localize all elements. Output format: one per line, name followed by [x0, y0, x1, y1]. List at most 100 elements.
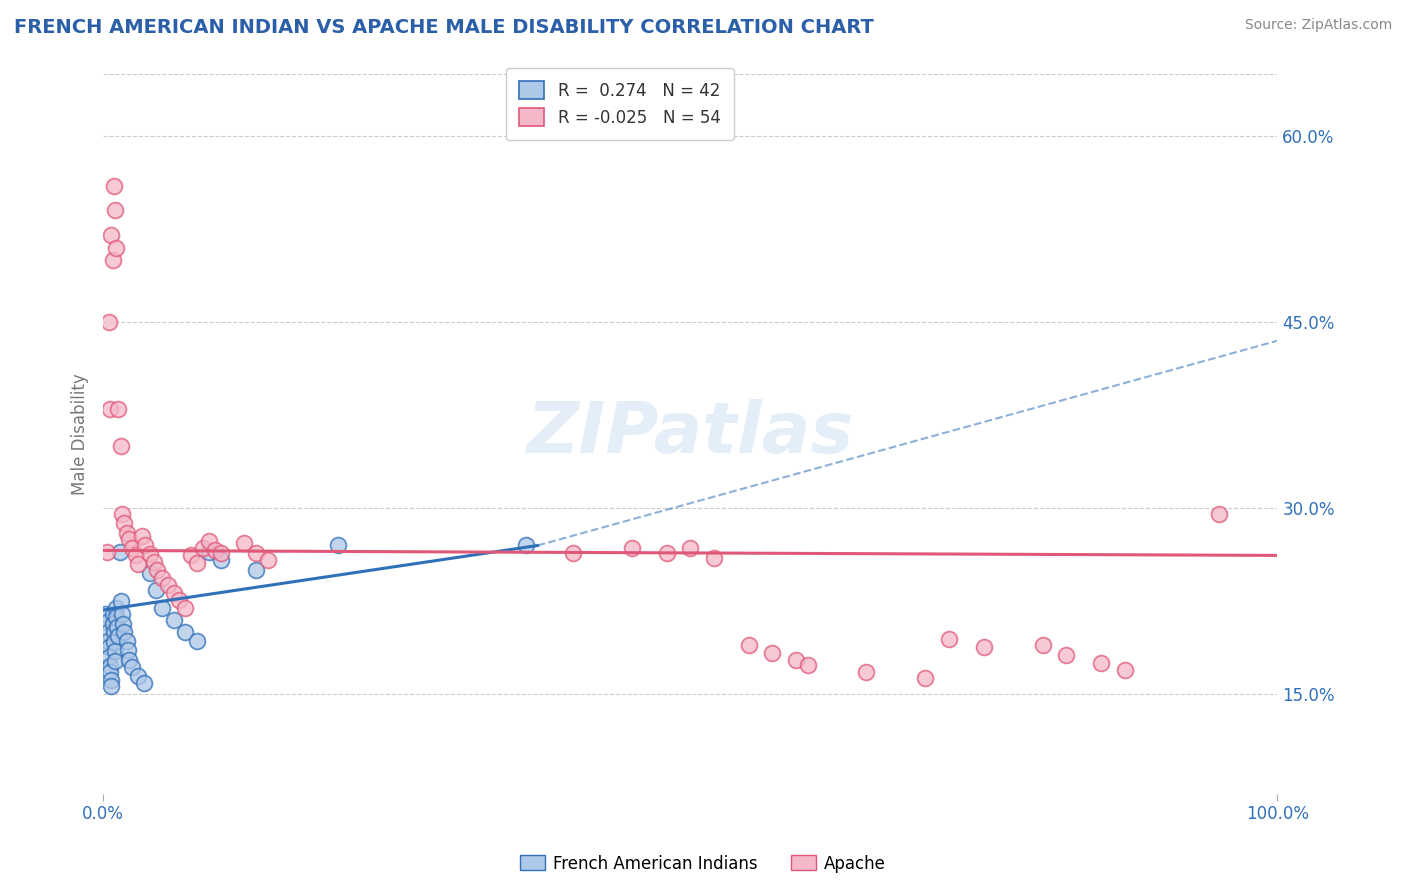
Point [100, 679, 122, 693]
Point [118, 533, 141, 547]
Point [209, 546, 232, 560]
Point [98, 315, 121, 329]
Point [96, 544, 118, 558]
Point [156, 578, 179, 592]
Point [104, 644, 127, 658]
Point [100, 673, 122, 687]
Point [127, 557, 149, 571]
Point [256, 553, 278, 567]
Point [112, 516, 135, 530]
Point [111, 607, 134, 621]
Text: FRENCH AMERICAN INDIAN VS APACHE MALE DISABILITY CORRELATION CHART: FRENCH AMERICAN INDIAN VS APACHE MALE DI… [14, 18, 875, 37]
Point [112, 625, 135, 640]
Point [785, 653, 807, 667]
Point [98, 658, 121, 673]
Point [191, 541, 214, 555]
Point [108, 544, 131, 558]
Point [655, 546, 678, 560]
Point [1090, 657, 1112, 671]
Point [103, 635, 125, 649]
Point [105, 600, 128, 615]
Point [855, 665, 877, 679]
Point [1054, 648, 1077, 662]
Point [186, 634, 208, 648]
Point [100, 228, 122, 243]
Point [121, 541, 143, 555]
Point [1031, 638, 1053, 652]
Point [245, 546, 267, 560]
Point [245, 563, 267, 577]
Point [98, 650, 121, 665]
Point [103, 178, 125, 193]
Point [938, 632, 960, 646]
Point [1114, 663, 1136, 677]
Point [98, 401, 121, 416]
Point [180, 549, 202, 563]
Point [796, 657, 818, 672]
Point [98, 665, 121, 679]
Point [110, 594, 132, 608]
Point [162, 585, 184, 599]
Point [96, 615, 118, 630]
Point [117, 642, 139, 657]
Point [174, 625, 197, 640]
Point [97, 634, 120, 648]
Point [94, 607, 117, 621]
Point [204, 543, 226, 558]
Point [174, 600, 197, 615]
Point [198, 533, 221, 548]
Point [169, 593, 191, 607]
Point [105, 610, 128, 624]
Point [209, 553, 232, 567]
Point [620, 541, 643, 555]
Point [150, 571, 173, 585]
Point [98, 640, 121, 655]
Point [115, 526, 138, 541]
Point [101, 607, 124, 621]
Point [115, 634, 138, 648]
Point [134, 539, 156, 553]
Point [679, 541, 702, 555]
Point [738, 638, 761, 652]
Legend: French American Indians, Apache: French American Indians, Apache [513, 848, 893, 880]
Point [131, 528, 153, 542]
Point [162, 613, 184, 627]
Point [110, 439, 132, 453]
Point [101, 616, 124, 631]
Point [107, 401, 129, 416]
Point [118, 653, 141, 667]
Point [186, 556, 208, 570]
Point [761, 647, 783, 661]
Legend: R =  0.274   N = 42, R = -0.025   N = 54: R = 0.274 N = 42, R = -0.025 N = 54 [506, 68, 734, 140]
Point [1208, 508, 1230, 522]
Y-axis label: Male Disability: Male Disability [72, 373, 89, 495]
Point [107, 629, 129, 643]
Point [198, 544, 221, 558]
Point [233, 536, 256, 550]
Point [97, 625, 120, 640]
Point [145, 583, 167, 598]
Point [326, 539, 349, 553]
Point [973, 640, 995, 655]
Point [139, 566, 162, 580]
Point [105, 620, 128, 634]
Point [112, 616, 135, 631]
Point [104, 654, 127, 668]
Text: ZIPatlas: ZIPatlas [527, 400, 853, 468]
Point [703, 550, 725, 565]
Point [103, 625, 125, 640]
Point [121, 660, 143, 674]
Point [139, 547, 162, 561]
Point [111, 508, 134, 522]
Point [561, 546, 583, 560]
Point [142, 555, 165, 569]
Point [104, 203, 127, 218]
Point [134, 676, 156, 690]
Point [146, 563, 169, 577]
Point [125, 549, 148, 563]
Point [150, 600, 173, 615]
Point [914, 671, 936, 685]
Point [101, 253, 124, 268]
Text: Source: ZipAtlas.com: Source: ZipAtlas.com [1244, 18, 1392, 32]
Point [515, 539, 537, 553]
